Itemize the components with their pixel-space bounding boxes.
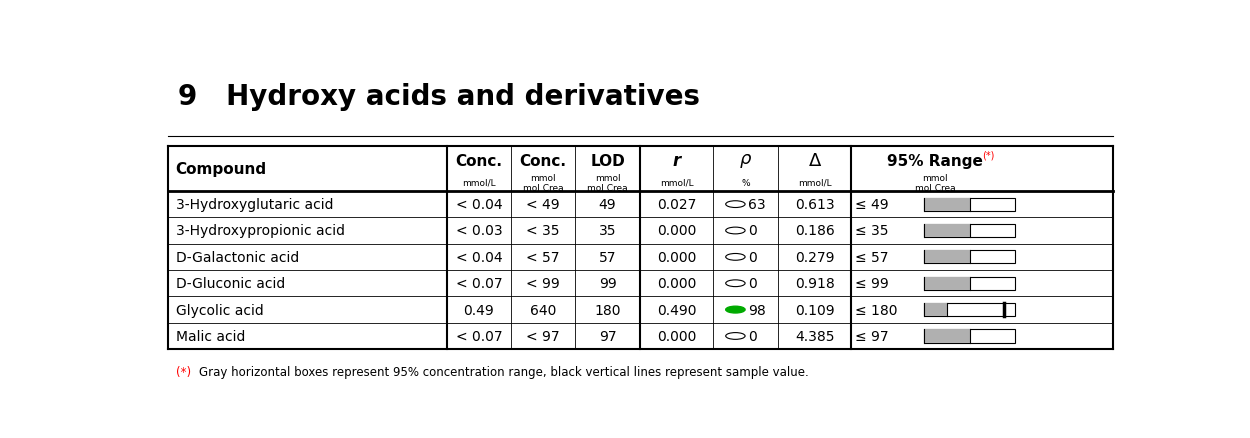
Bar bbox=[924, 198, 1015, 211]
Text: 0.109: 0.109 bbox=[795, 303, 835, 317]
Bar bbox=[924, 303, 946, 317]
Text: 95% Range: 95% Range bbox=[888, 153, 983, 168]
Text: %: % bbox=[741, 179, 750, 187]
Text: 0.186: 0.186 bbox=[795, 224, 835, 238]
Text: 4.385: 4.385 bbox=[795, 329, 834, 343]
Bar bbox=[924, 277, 970, 290]
Text: ≤ 99: ≤ 99 bbox=[855, 277, 889, 290]
Text: 0.027: 0.027 bbox=[656, 198, 696, 212]
Text: 0.000: 0.000 bbox=[656, 277, 696, 290]
Text: $\Delta$: $\Delta$ bbox=[808, 152, 821, 170]
Text: 3-Hydroxyglutaric acid: 3-Hydroxyglutaric acid bbox=[175, 198, 332, 212]
Bar bbox=[924, 198, 970, 211]
Text: mmol
mol Crea: mmol mol Crea bbox=[915, 174, 955, 192]
Text: 0: 0 bbox=[748, 224, 756, 238]
Text: mmol/L: mmol/L bbox=[462, 179, 496, 187]
Text: 0.000: 0.000 bbox=[656, 329, 696, 343]
Text: ≤ 57: ≤ 57 bbox=[855, 250, 889, 264]
Text: < 0.04: < 0.04 bbox=[456, 198, 503, 212]
Text: $\rho$: $\rho$ bbox=[739, 152, 752, 170]
Text: < 0.07: < 0.07 bbox=[456, 329, 503, 343]
Text: Glycolic acid: Glycolic acid bbox=[175, 303, 264, 317]
Text: < 57: < 57 bbox=[526, 250, 560, 264]
Text: 0.613: 0.613 bbox=[795, 198, 835, 212]
Text: 0.000: 0.000 bbox=[656, 250, 696, 264]
Text: < 35: < 35 bbox=[526, 224, 560, 238]
Text: 0.918: 0.918 bbox=[795, 277, 835, 290]
Text: ≤ 49: ≤ 49 bbox=[855, 198, 889, 212]
Bar bbox=[924, 330, 970, 343]
Text: 0: 0 bbox=[748, 277, 756, 290]
Text: (*): (*) bbox=[175, 365, 191, 378]
Ellipse shape bbox=[726, 307, 745, 313]
Text: < 97: < 97 bbox=[526, 329, 560, 343]
Text: 0.279: 0.279 bbox=[795, 250, 834, 264]
Text: < 0.03: < 0.03 bbox=[456, 224, 503, 238]
Bar bbox=[924, 303, 1015, 317]
Text: Compound: Compound bbox=[175, 162, 266, 177]
Text: r: r bbox=[672, 152, 681, 170]
Bar bbox=[924, 251, 970, 264]
Text: ≤ 180: ≤ 180 bbox=[855, 303, 898, 317]
Bar bbox=[924, 277, 1015, 290]
Text: mmol
mol Crea: mmol mol Crea bbox=[588, 174, 628, 192]
Text: D-Gluconic acid: D-Gluconic acid bbox=[175, 277, 285, 290]
Text: 0.000: 0.000 bbox=[656, 224, 696, 238]
Text: mmol/L: mmol/L bbox=[660, 179, 694, 187]
Bar bbox=[924, 330, 1015, 343]
Text: < 0.04: < 0.04 bbox=[456, 250, 503, 264]
Text: Conc.: Conc. bbox=[455, 153, 503, 168]
Text: 0.49: 0.49 bbox=[464, 303, 494, 317]
Text: 63: 63 bbox=[748, 198, 765, 212]
Text: 0: 0 bbox=[748, 329, 756, 343]
Text: 9   Hydroxy acids and derivatives: 9 Hydroxy acids and derivatives bbox=[177, 82, 700, 110]
Text: D-Galactonic acid: D-Galactonic acid bbox=[175, 250, 299, 264]
Text: Gray horizontal boxes represent 95% concentration range, black vertical lines re: Gray horizontal boxes represent 95% conc… bbox=[199, 365, 809, 378]
Text: mmol
mol Crea: mmol mol Crea bbox=[522, 174, 564, 192]
Text: 0.490: 0.490 bbox=[656, 303, 696, 317]
Text: < 49: < 49 bbox=[526, 198, 560, 212]
Text: 97: 97 bbox=[599, 329, 616, 343]
Text: Malic acid: Malic acid bbox=[175, 329, 245, 343]
Text: ≤ 97: ≤ 97 bbox=[855, 329, 889, 343]
Text: Conc.: Conc. bbox=[520, 153, 566, 168]
Text: < 99: < 99 bbox=[526, 277, 560, 290]
Text: 57: 57 bbox=[599, 250, 616, 264]
Text: (*): (*) bbox=[982, 150, 995, 160]
Text: 35: 35 bbox=[599, 224, 616, 238]
Text: mmol/L: mmol/L bbox=[798, 179, 831, 187]
Text: 640: 640 bbox=[530, 303, 556, 317]
Text: ≤ 35: ≤ 35 bbox=[855, 224, 889, 238]
Bar bbox=[924, 224, 1015, 237]
Text: 99: 99 bbox=[599, 277, 616, 290]
Text: 98: 98 bbox=[748, 303, 766, 317]
Text: 180: 180 bbox=[594, 303, 621, 317]
Bar bbox=[924, 251, 1015, 264]
Bar bbox=[924, 224, 970, 237]
Text: LOD: LOD bbox=[590, 153, 625, 168]
Text: 49: 49 bbox=[599, 198, 616, 212]
Text: 0: 0 bbox=[748, 250, 756, 264]
Text: 3-Hydroxypropionic acid: 3-Hydroxypropionic acid bbox=[175, 224, 345, 238]
Text: < 0.07: < 0.07 bbox=[456, 277, 503, 290]
